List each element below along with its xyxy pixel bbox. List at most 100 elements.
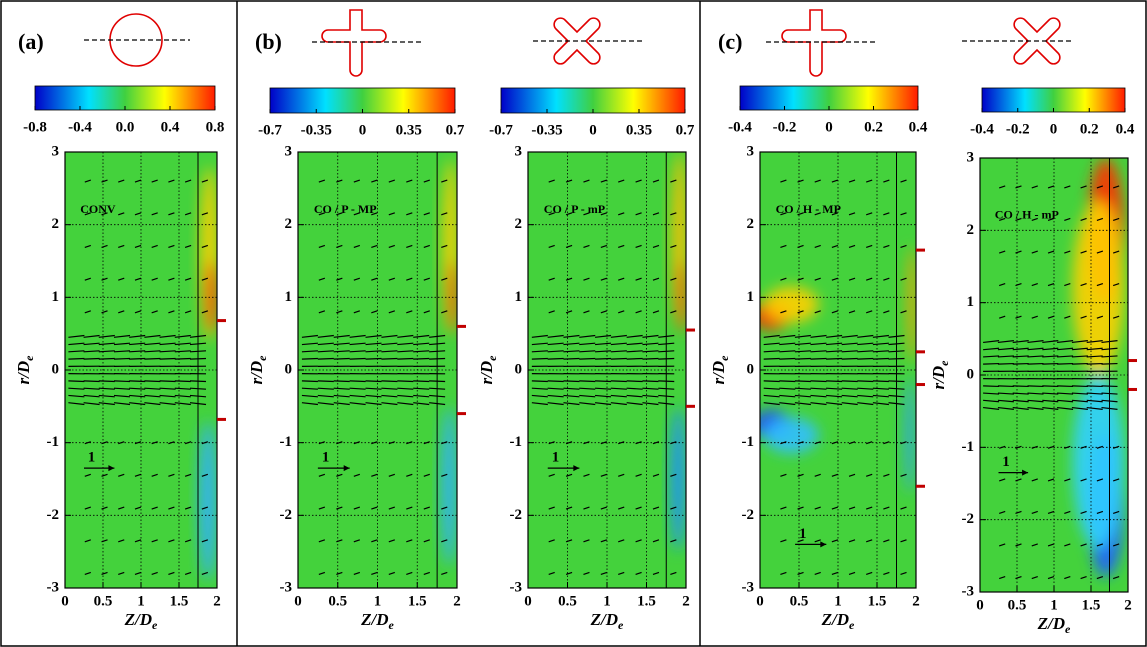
vector xyxy=(548,539,555,543)
y-axis-label-main: r/D xyxy=(247,361,266,385)
vector xyxy=(563,334,580,338)
vector xyxy=(670,244,677,249)
vector xyxy=(618,539,625,543)
vector xyxy=(134,179,142,183)
vector xyxy=(1015,543,1022,547)
x-axis-label-main: Z/D xyxy=(821,610,849,629)
vector xyxy=(134,473,142,477)
vector xyxy=(610,380,627,383)
vector xyxy=(1031,185,1038,189)
reference-label: 1 xyxy=(799,526,807,542)
vector xyxy=(900,539,907,543)
vector xyxy=(1071,385,1088,388)
vector xyxy=(1071,362,1088,365)
vector xyxy=(797,277,804,281)
vector xyxy=(831,179,839,183)
vector xyxy=(600,244,608,249)
vector xyxy=(144,387,161,390)
vector xyxy=(83,350,100,353)
vector xyxy=(1027,385,1044,388)
x-axis-label-main: Z/D xyxy=(124,610,152,629)
vector xyxy=(548,179,555,183)
vector xyxy=(1057,399,1074,403)
vector xyxy=(423,212,430,216)
vector xyxy=(333,342,350,346)
vector xyxy=(159,350,176,353)
vector xyxy=(565,179,573,183)
vector xyxy=(423,571,430,576)
vector xyxy=(129,394,146,398)
vector xyxy=(113,342,131,346)
vector xyxy=(583,277,590,281)
vector xyxy=(642,357,659,360)
vector xyxy=(201,244,209,249)
field-feature xyxy=(905,377,915,494)
vector xyxy=(872,380,889,383)
vector xyxy=(134,571,142,576)
colorbar-tick-label: 0.7 xyxy=(676,122,695,138)
vector xyxy=(333,387,350,390)
vector xyxy=(349,350,366,353)
vector xyxy=(301,387,318,390)
colorbar-tick-label: -0.35 xyxy=(531,122,562,138)
vector xyxy=(872,350,889,353)
vector xyxy=(635,506,642,510)
y-axis-label-main: r/D xyxy=(477,361,496,385)
vector xyxy=(113,357,131,360)
vector xyxy=(381,387,398,390)
vector xyxy=(1042,355,1059,358)
vector xyxy=(381,380,398,383)
vector xyxy=(413,394,430,398)
y-axis-label-sub: e xyxy=(255,355,269,361)
field-features xyxy=(441,159,457,567)
vector xyxy=(423,506,430,510)
vector xyxy=(159,394,176,398)
x-axis-label-sub: e xyxy=(1065,622,1071,636)
vector xyxy=(999,575,1006,580)
vector xyxy=(184,244,192,249)
vector xyxy=(1064,445,1071,449)
annotation: CO / H - mP xyxy=(995,208,1059,222)
vector xyxy=(583,473,590,477)
vector xyxy=(618,277,625,281)
vector xyxy=(583,212,590,216)
vector xyxy=(635,539,642,543)
vector xyxy=(810,342,827,346)
vector xyxy=(129,380,146,383)
x-tick-label: 0.5 xyxy=(328,593,347,609)
vector xyxy=(1064,510,1071,515)
vector xyxy=(626,402,643,406)
vector xyxy=(841,334,858,338)
vector xyxy=(797,539,804,543)
vector xyxy=(814,473,821,477)
vector xyxy=(999,250,1006,254)
vector xyxy=(174,394,191,398)
vector xyxy=(388,244,395,249)
vector xyxy=(168,244,175,249)
vector xyxy=(1096,510,1104,515)
vector xyxy=(371,277,378,281)
vector xyxy=(1031,445,1038,449)
vector xyxy=(670,212,677,216)
vector xyxy=(413,380,430,383)
vector xyxy=(388,539,395,543)
vector xyxy=(579,334,596,338)
vector xyxy=(997,392,1014,395)
vector xyxy=(159,334,176,338)
field-feature xyxy=(907,246,916,363)
x-tick-label: 1.5 xyxy=(1082,597,1101,613)
vector xyxy=(883,473,890,477)
vector xyxy=(84,571,91,576)
vector xyxy=(201,441,209,445)
vector xyxy=(365,357,382,360)
vector xyxy=(1057,340,1074,344)
vector xyxy=(579,380,596,383)
vector xyxy=(548,310,555,314)
x-tick-label: 0 xyxy=(976,597,984,613)
vector xyxy=(349,394,366,398)
vector xyxy=(997,385,1014,388)
vector xyxy=(1042,347,1059,351)
vector xyxy=(151,571,158,576)
vector xyxy=(168,571,175,576)
vector xyxy=(983,406,1000,410)
